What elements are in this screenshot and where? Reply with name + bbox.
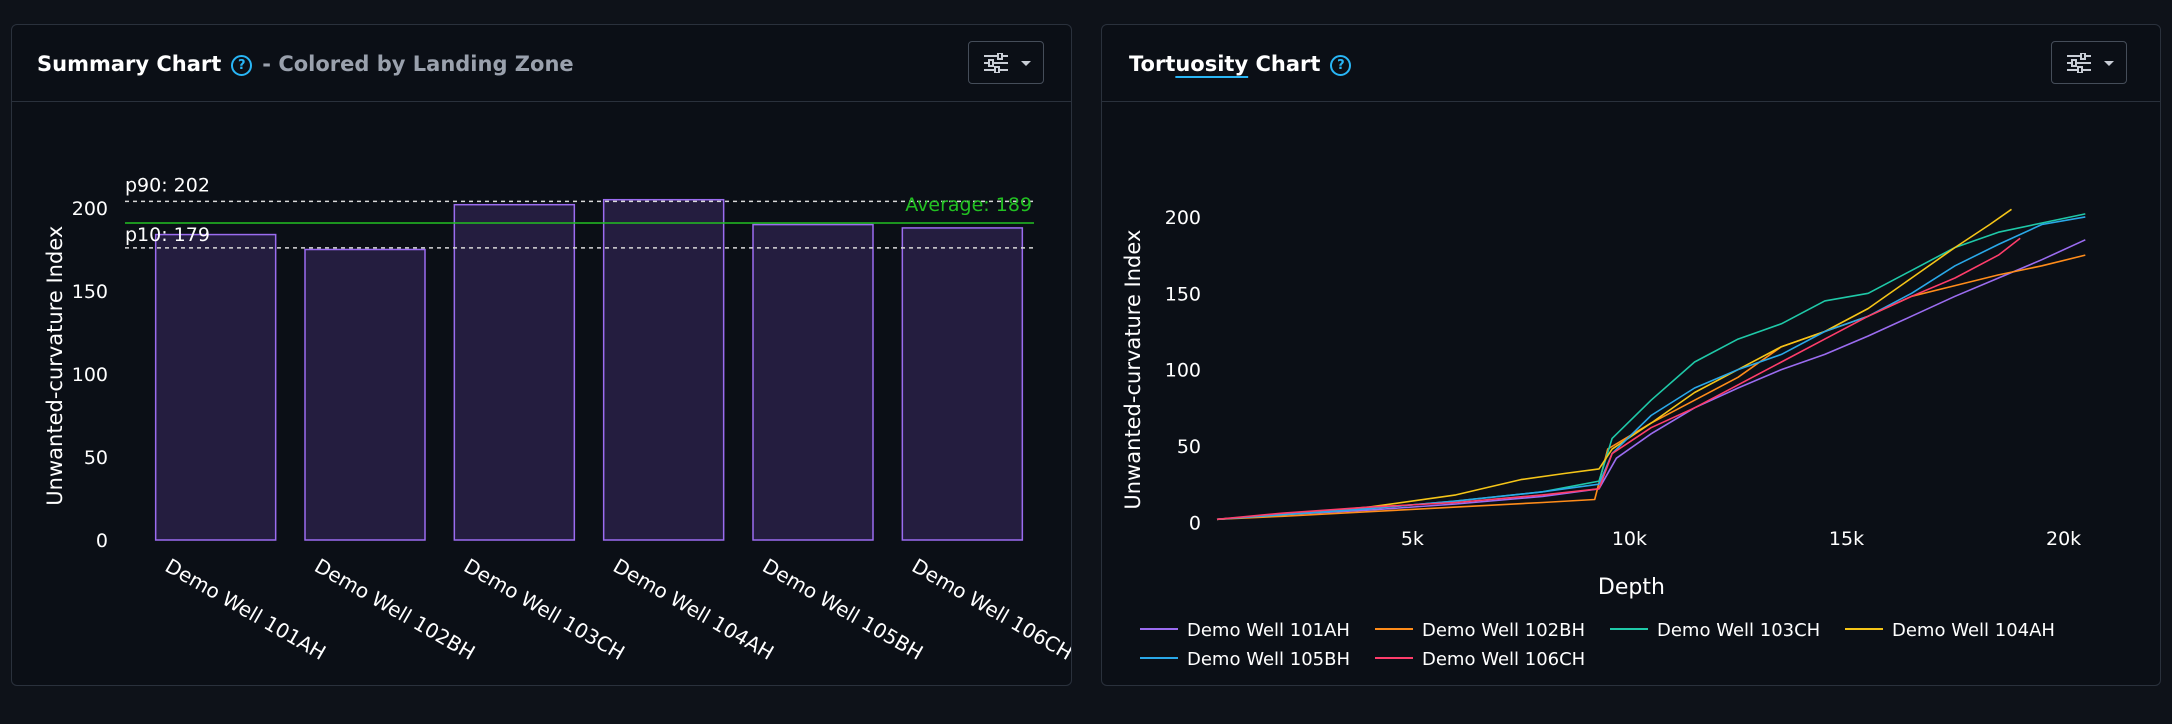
help-icon[interactable]: ? bbox=[1330, 55, 1352, 76]
help-icon[interactable]: ? bbox=[231, 55, 253, 76]
x-tick-label: 10k bbox=[1612, 528, 1647, 550]
x-tick-label: Demo Well 103CH bbox=[460, 554, 629, 665]
percentile-label: p90: 202 bbox=[125, 174, 210, 196]
legend-label: Demo Well 101AH bbox=[1187, 620, 1350, 641]
x-tick-label: Demo Well 102BH bbox=[311, 554, 480, 665]
sliders-icon bbox=[984, 53, 1008, 73]
bar bbox=[154, 233, 277, 541]
tortuosity-chart-title: Tortuosity Chart? bbox=[1129, 52, 1352, 76]
series-line bbox=[1216, 216, 2086, 521]
bar bbox=[752, 223, 874, 541]
x-tick-label: Demo Well 106CH bbox=[908, 554, 1071, 665]
average-label: Average: 189 bbox=[905, 194, 1032, 216]
y-tick-label: 150 bbox=[1165, 283, 1201, 305]
tortuosity-line-chart: 0 50 100 150 200 5k 10k 15k 20k Unwanted-curvatur… bbox=[1121, 207, 2086, 670]
series-line bbox=[1216, 237, 2021, 521]
y-tick-label: 50 bbox=[84, 447, 108, 469]
y-tick-label: 150 bbox=[72, 281, 108, 303]
summary-chart-header: Summary Chart? - Colored by Landing Zone bbox=[12, 25, 1071, 102]
legend-label: Demo Well 105BH bbox=[1187, 649, 1350, 670]
chevron-down-icon bbox=[2104, 61, 2114, 66]
y-axis-label: Unwanted-curvature Index bbox=[43, 226, 67, 506]
y-tick-label: 0 bbox=[96, 530, 108, 552]
x-tick-label: Demo Well 101AH bbox=[161, 554, 330, 665]
y-tick-label: 0 bbox=[1189, 512, 1201, 534]
series-line bbox=[1216, 208, 2012, 521]
x-tick-label: Demo Well 104AH bbox=[609, 554, 778, 665]
series-line bbox=[1216, 254, 2086, 521]
legend-label: Demo Well 106CH bbox=[1422, 649, 1585, 670]
percentile-label: p10: 179 bbox=[125, 224, 210, 246]
bar bbox=[453, 203, 576, 541]
x-tick-label: Demo Well 105BH bbox=[759, 554, 928, 665]
tortuosity-title-prefix: Tort bbox=[1129, 52, 1176, 76]
series-line bbox=[1216, 239, 2086, 521]
sliders-icon bbox=[2067, 53, 2091, 73]
x-tick-label: 20k bbox=[2046, 528, 2081, 550]
bar bbox=[602, 198, 725, 541]
legend-label: Demo Well 102BH bbox=[1422, 620, 1585, 641]
bar bbox=[304, 248, 426, 541]
tortuosity-chart-header: Tortuosity Chart? bbox=[1102, 25, 2160, 102]
tortuosity-chart-panel: Tortuosity Chart? 0 50 100 150 200 5k 10k 15k 20… bbox=[1101, 24, 2161, 686]
summary-chart-panel: Summary Chart? - Colored by Landing Zone … bbox=[11, 24, 1072, 686]
chart-settings-button[interactable] bbox=[2051, 41, 2127, 84]
series-line bbox=[1216, 213, 2086, 521]
y-tick-label: 100 bbox=[1165, 360, 1201, 382]
y-tick-label: 50 bbox=[1177, 436, 1201, 458]
y-tick-label: 200 bbox=[72, 198, 108, 220]
x-tick-label: 15k bbox=[1829, 528, 1864, 550]
legend-label: Demo Well 104AH bbox=[1892, 620, 2055, 641]
tortuosity-title-suffix: Chart bbox=[1248, 52, 1321, 76]
legend-label: Demo Well 103CH bbox=[1657, 620, 1820, 641]
summary-title-text: Summary Chart bbox=[37, 52, 222, 76]
chart-settings-button[interactable] bbox=[968, 41, 1044, 84]
tortuosity-title-underlined: uosity bbox=[1175, 52, 1249, 76]
bar bbox=[901, 227, 1024, 541]
y-tick-label: 200 bbox=[1165, 207, 1201, 229]
x-axis-label: Depth bbox=[1598, 575, 1665, 600]
y-axis-label: Unwanted-curvature Index bbox=[1121, 230, 1145, 510]
y-tick-label: 100 bbox=[72, 364, 108, 386]
summary-subtitle: - Colored by Landing Zone bbox=[262, 52, 574, 76]
summary-chart-title: Summary Chart? - Colored by Landing Zone bbox=[37, 52, 574, 76]
x-tick-label: 5k bbox=[1401, 528, 1424, 550]
chevron-down-icon bbox=[1021, 61, 1031, 66]
